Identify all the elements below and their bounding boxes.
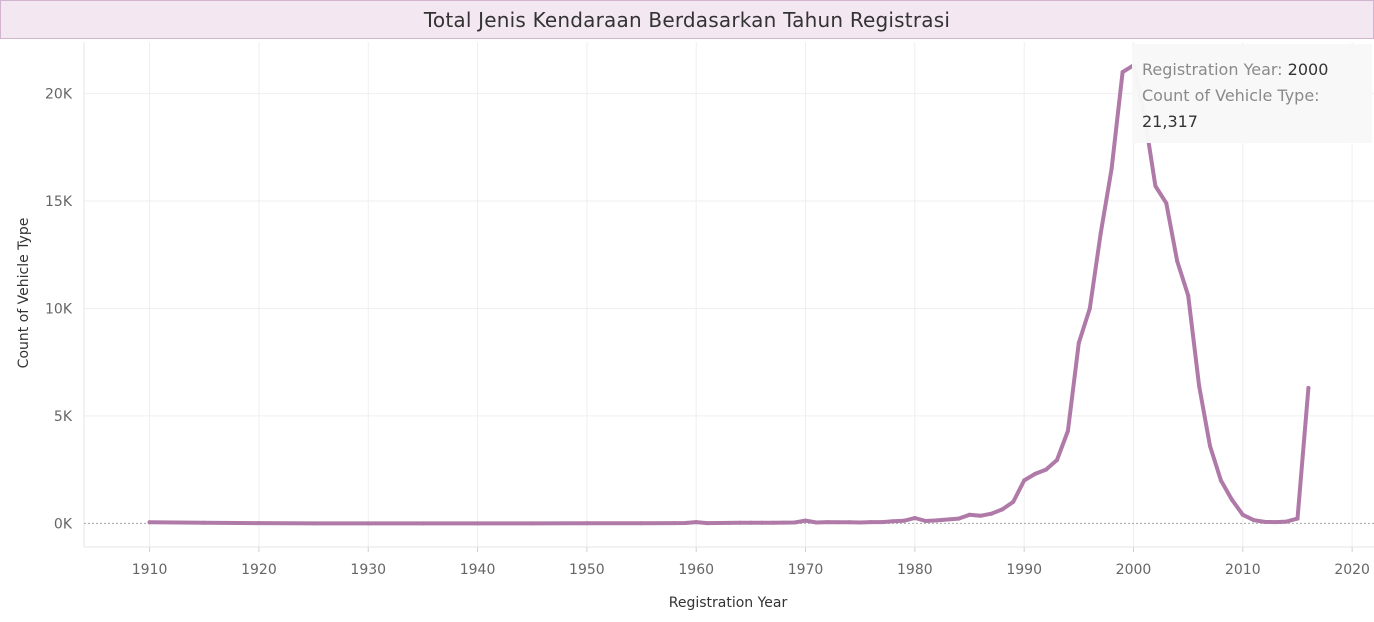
data-point[interactable]	[1175, 259, 1180, 264]
x-tick-label: 1990	[1006, 562, 1042, 578]
data-point[interactable]	[814, 520, 819, 525]
data-point[interactable]	[759, 520, 764, 525]
x-tick-label: 1960	[678, 562, 714, 578]
x-tick-label: 1940	[460, 562, 496, 578]
chart-title-bar: Total Jenis Kendaraan Berdasarkan Tahun …	[0, 0, 1374, 39]
data-point[interactable]	[901, 518, 906, 523]
data-point[interactable]	[256, 521, 261, 526]
data-point[interactable]	[1044, 467, 1048, 472]
tooltip-year-value: 2000	[1287, 60, 1329, 79]
data-point[interactable]	[923, 519, 928, 523]
data-point[interactable]	[978, 513, 983, 518]
data-point[interactable]	[1087, 306, 1092, 311]
data-point[interactable]	[934, 518, 939, 523]
data-point[interactable]	[1153, 184, 1158, 188]
data-point[interactable]	[989, 511, 994, 516]
data-point[interactable]	[1273, 520, 1278, 525]
data-point[interactable]	[147, 520, 152, 525]
x-tick-label: 2010	[1225, 562, 1261, 578]
data-point[interactable]	[836, 520, 841, 525]
x-tick-label: 1970	[788, 562, 824, 578]
data-point[interactable]	[1022, 478, 1027, 483]
x-tick-label: 2000	[1116, 562, 1152, 578]
data-point[interactable]	[727, 520, 731, 525]
x-tick-label: 1920	[241, 562, 277, 578]
data-point[interactable]	[420, 521, 425, 526]
data-point[interactable]	[781, 520, 786, 525]
data-point[interactable]	[202, 520, 207, 525]
data-point[interactable]	[639, 521, 644, 526]
data-point[interactable]	[672, 521, 677, 526]
data-point[interactable]	[311, 521, 316, 526]
data-point[interactable]	[1262, 519, 1267, 524]
data-point[interactable]	[475, 521, 480, 526]
data-point[interactable]	[912, 516, 917, 520]
data-point[interactable]	[792, 520, 797, 525]
data-point[interactable]	[956, 516, 961, 521]
data-point[interactable]	[1164, 201, 1169, 206]
data-point[interactable]	[737, 520, 742, 525]
data-point[interactable]	[825, 520, 830, 525]
data-point[interactable]	[1295, 516, 1300, 521]
data-point[interactable]	[1055, 458, 1059, 462]
data-point[interactable]	[1229, 497, 1234, 502]
x-tick-label: 1910	[132, 562, 168, 578]
y-tick-label: 15K	[45, 194, 73, 210]
data-point[interactable]	[1240, 512, 1245, 517]
chart-title: Total Jenis Kendaraan Berdasarkan Tahun …	[423, 7, 951, 32]
data-point[interactable]	[1208, 444, 1212, 448]
data-point[interactable]	[891, 519, 895, 524]
data-tooltip: Registration Year: 2000 Count of Vehicle…	[1132, 44, 1372, 143]
data-point[interactable]	[1065, 429, 1070, 433]
data-point[interactable]	[1306, 386, 1311, 390]
data-point[interactable]	[1251, 518, 1256, 523]
data-point[interactable]	[770, 520, 775, 525]
data-point[interactable]	[1186, 293, 1191, 298]
x-tick-label: 1950	[569, 562, 605, 578]
x-tick-label: 2020	[1334, 562, 1370, 578]
data-point[interactable]	[530, 521, 535, 526]
data-point[interactable]	[1011, 499, 1016, 504]
data-point[interactable]	[1218, 478, 1223, 483]
y-axis-title: Count of Vehicle Type	[16, 218, 32, 369]
data-point[interactable]	[1033, 471, 1038, 476]
data-point[interactable]	[858, 520, 863, 525]
y-tick-label: 10K	[45, 301, 73, 317]
data-point[interactable]	[847, 520, 852, 525]
y-tick-label: 5K	[54, 409, 73, 425]
data-point[interactable]	[880, 520, 885, 525]
data-point[interactable]	[945, 517, 950, 522]
x-tick-label: 1930	[350, 562, 386, 578]
tooltip-year-label: Registration Year:	[1142, 60, 1283, 79]
tooltip-count-label: Count of Vehicle Type:	[1142, 86, 1320, 105]
data-point[interactable]	[705, 521, 710, 526]
y-tick-label: 0K	[54, 516, 73, 532]
data-point[interactable]	[366, 521, 371, 526]
tick-layer: 1910 1920 1930 1940 1950 1960 1970 1980 1990 2000…	[45, 87, 1370, 578]
data-point[interactable]	[803, 518, 808, 523]
data-point[interactable]	[967, 512, 972, 517]
data-point[interactable]	[1098, 231, 1103, 236]
data-point[interactable]	[1284, 519, 1289, 524]
x-axis-title: Registration Year	[669, 595, 788, 611]
y-tick-label: 20K	[45, 87, 73, 103]
data-point[interactable]	[1000, 507, 1005, 512]
data-point[interactable]	[1197, 383, 1202, 388]
tooltip-count-value: 21,317	[1142, 112, 1198, 131]
data-point[interactable]	[748, 520, 753, 525]
data-point[interactable]	[1076, 340, 1081, 345]
x-tick-label: 1980	[897, 562, 933, 578]
point-layer	[147, 63, 1311, 526]
data-point[interactable]	[716, 521, 721, 525]
data-point[interactable]	[1120, 70, 1125, 75]
data-point[interactable]	[683, 521, 688, 525]
data-point[interactable]	[694, 520, 699, 525]
data-point[interactable]	[584, 521, 589, 526]
data-point[interactable]	[869, 520, 874, 525]
data-point[interactable]	[1109, 166, 1114, 171]
